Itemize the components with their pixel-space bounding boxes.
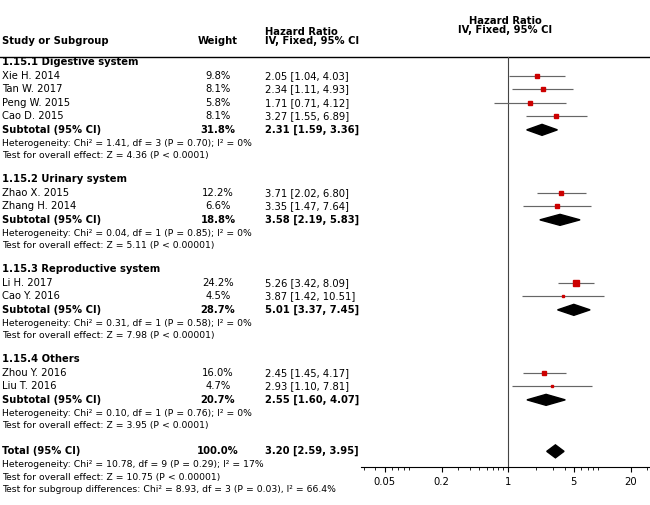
Text: 5.01 [3.37, 7.45]: 5.01 [3.37, 7.45] (265, 305, 359, 315)
Text: Hazard Ratio: Hazard Ratio (265, 27, 338, 37)
Text: Test for overall effect: Z = 10.75 (P < 0.00001): Test for overall effect: Z = 10.75 (P < … (2, 473, 220, 482)
Polygon shape (527, 394, 566, 406)
Text: Zhou Y. 2016: Zhou Y. 2016 (2, 368, 66, 378)
Text: Peng W. 2015: Peng W. 2015 (2, 98, 70, 108)
Polygon shape (526, 124, 558, 135)
Text: IV, Fixed, 95% CI: IV, Fixed, 95% CI (265, 36, 359, 46)
Text: 2.55 [1.60, 4.07]: 2.55 [1.60, 4.07] (265, 395, 359, 405)
Text: 3.20 [2.59, 3.95]: 3.20 [2.59, 3.95] (265, 446, 359, 457)
Text: 1.15.1 Digestive system: 1.15.1 Digestive system (2, 58, 138, 67)
Text: 3.87 [1.42, 10.51]: 3.87 [1.42, 10.51] (265, 291, 356, 301)
Text: Heterogeneity: Chi² = 0.10, df = 1 (P = 0.76); I² = 0%: Heterogeneity: Chi² = 0.10, df = 1 (P = … (2, 409, 252, 418)
Text: 2.45 [1.45, 4.17]: 2.45 [1.45, 4.17] (265, 368, 349, 378)
Text: Test for overall effect: Z = 4.36 (P < 0.0001): Test for overall effect: Z = 4.36 (P < 0… (2, 152, 209, 161)
Text: 3.71 [2.02, 6.80]: 3.71 [2.02, 6.80] (265, 188, 349, 198)
Text: Test for subgroup differences: Chi² = 8.93, df = 3 (P = 0.03), I² = 66.4%: Test for subgroup differences: Chi² = 8.… (2, 485, 336, 494)
Text: Cao D. 2015: Cao D. 2015 (2, 111, 64, 121)
Text: Study or Subgroup: Study or Subgroup (2, 36, 109, 46)
Text: Test for overall effect: Z = 7.98 (P < 0.00001): Test for overall effect: Z = 7.98 (P < 0… (2, 331, 214, 340)
Text: Liu T. 2016: Liu T. 2016 (2, 381, 57, 391)
Text: 2.93 [1.10, 7.81]: 2.93 [1.10, 7.81] (265, 381, 349, 391)
Polygon shape (558, 305, 590, 315)
Text: 4.5%: 4.5% (205, 291, 231, 301)
Text: 1.15.2 Urinary system: 1.15.2 Urinary system (2, 174, 127, 184)
Text: Zhang H. 2014: Zhang H. 2014 (2, 201, 76, 212)
Text: 1.15.4 Others: 1.15.4 Others (2, 355, 79, 364)
Text: Test for overall effect: Z = 5.11 (P < 0.00001): Test for overall effect: Z = 5.11 (P < 0… (2, 241, 214, 250)
Text: 12.2%: 12.2% (202, 188, 234, 198)
Text: Subtotal (95% CI): Subtotal (95% CI) (2, 215, 101, 225)
Text: Heterogeneity: Chi² = 10.78, df = 9 (P = 0.29); I² = 17%: Heterogeneity: Chi² = 10.78, df = 9 (P =… (2, 461, 264, 469)
Text: Li H. 2017: Li H. 2017 (2, 278, 53, 288)
Text: 4.7%: 4.7% (205, 381, 231, 391)
Text: 5.8%: 5.8% (205, 98, 231, 108)
Text: Tan W. 2017: Tan W. 2017 (2, 84, 62, 94)
Text: 5.26 [3.42, 8.09]: 5.26 [3.42, 8.09] (265, 278, 349, 288)
Text: Heterogeneity: Chi² = 0.31, df = 1 (P = 0.58); I² = 0%: Heterogeneity: Chi² = 0.31, df = 1 (P = … (2, 319, 252, 328)
Text: Zhao X. 2015: Zhao X. 2015 (2, 188, 69, 198)
Text: 100.0%: 100.0% (197, 446, 239, 457)
Text: Weight: Weight (198, 36, 238, 46)
Text: 1.71 [0.71, 4.12]: 1.71 [0.71, 4.12] (265, 98, 349, 108)
Text: Cao Y. 2016: Cao Y. 2016 (2, 291, 60, 301)
Text: 20.7%: 20.7% (201, 395, 235, 405)
Text: 1.15.3 Reproductive system: 1.15.3 Reproductive system (2, 264, 161, 274)
Text: 2.31 [1.59, 3.36]: 2.31 [1.59, 3.36] (265, 125, 359, 135)
Text: Hazard Ratio: Hazard Ratio (469, 16, 541, 26)
Text: 8.1%: 8.1% (205, 111, 231, 121)
Text: 31.8%: 31.8% (200, 125, 235, 135)
Text: Test for overall effect: Z = 3.95 (P < 0.0001): Test for overall effect: Z = 3.95 (P < 0… (2, 421, 209, 430)
Text: 3.27 [1.55, 6.89]: 3.27 [1.55, 6.89] (265, 111, 349, 121)
Text: Subtotal (95% CI): Subtotal (95% CI) (2, 125, 101, 135)
Text: Total (95% CI): Total (95% CI) (2, 446, 81, 457)
Text: 28.7%: 28.7% (201, 305, 235, 315)
Text: Xie H. 2014: Xie H. 2014 (2, 71, 60, 81)
Text: Subtotal (95% CI): Subtotal (95% CI) (2, 395, 101, 405)
Text: 2.05 [1.04, 4.03]: 2.05 [1.04, 4.03] (265, 71, 348, 81)
Polygon shape (540, 214, 580, 225)
Text: Subtotal (95% CI): Subtotal (95% CI) (2, 305, 101, 315)
Text: 2.34 [1.11, 4.93]: 2.34 [1.11, 4.93] (265, 84, 349, 94)
Text: Heterogeneity: Chi² = 1.41, df = 3 (P = 0.70); I² = 0%: Heterogeneity: Chi² = 1.41, df = 3 (P = … (2, 139, 252, 148)
Polygon shape (547, 445, 564, 458)
Text: IV, Fixed, 95% CI: IV, Fixed, 95% CI (458, 25, 552, 35)
Text: 6.6%: 6.6% (205, 201, 231, 212)
Text: 3.58 [2.19, 5.83]: 3.58 [2.19, 5.83] (265, 215, 359, 225)
Text: Heterogeneity: Chi² = 0.04, df = 1 (P = 0.85); I² = 0%: Heterogeneity: Chi² = 0.04, df = 1 (P = … (2, 229, 252, 238)
Text: 24.2%: 24.2% (202, 278, 234, 288)
Text: 16.0%: 16.0% (202, 368, 234, 378)
Text: 18.8%: 18.8% (200, 215, 235, 225)
Text: 8.1%: 8.1% (205, 84, 231, 94)
Text: 9.8%: 9.8% (205, 71, 231, 81)
Text: 3.35 [1.47, 7.64]: 3.35 [1.47, 7.64] (265, 201, 349, 212)
